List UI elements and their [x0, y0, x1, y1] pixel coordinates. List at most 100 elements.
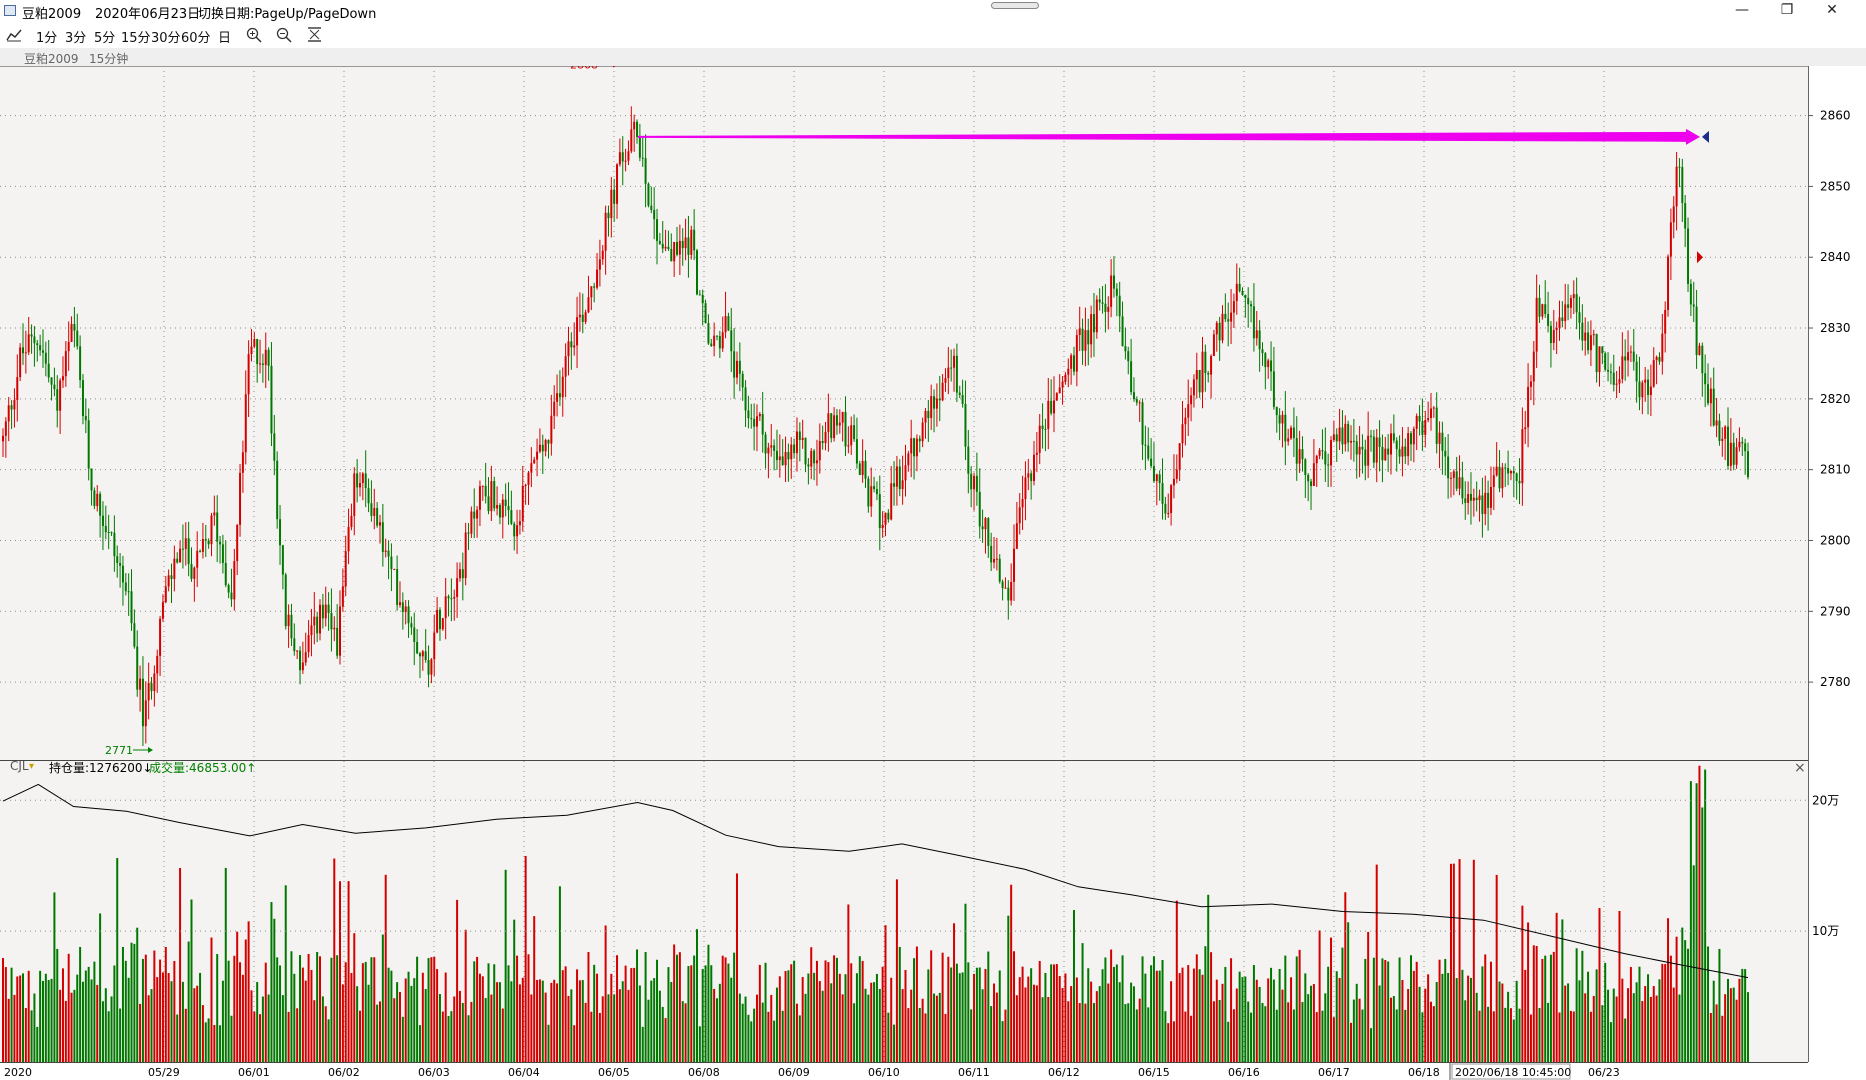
- candle: [624, 148, 627, 172]
- volume-bar: [824, 960, 827, 1062]
- candle-body: [147, 683, 150, 701]
- volume-bar: [1124, 1004, 1127, 1062]
- candle: [1515, 472, 1518, 500]
- period-30min-button[interactable]: 30分: [151, 31, 181, 46]
- candle-body: [1390, 433, 1393, 455]
- candle: [1227, 302, 1230, 347]
- candle-body: [378, 522, 381, 526]
- zoom-in-icon[interactable]: [246, 27, 262, 43]
- candle-body: [730, 330, 733, 352]
- volume-bar: [761, 1002, 764, 1062]
- period-5min-button[interactable]: 5分: [94, 31, 116, 46]
- indicator-dropdown-icon[interactable]: ▾: [29, 761, 35, 772]
- candle-body: [476, 509, 479, 519]
- candle-body: [93, 490, 96, 507]
- period-day-button[interactable]: 日: [218, 31, 232, 46]
- minimize-button[interactable]: —: [1735, 2, 1749, 18]
- period-1min-button[interactable]: 1分: [36, 31, 58, 46]
- volume-bar: [793, 960, 796, 1062]
- candle-body: [256, 339, 259, 365]
- candle: [1207, 370, 1210, 383]
- candle: [673, 241, 676, 277]
- volume-bar: [1310, 985, 1313, 1062]
- candle-body: [1464, 498, 1467, 503]
- time-tick-label: 06/04: [508, 1066, 540, 1079]
- volume-bar: [67, 953, 70, 1062]
- candle: [496, 486, 499, 516]
- volume-bar: [70, 992, 73, 1062]
- period-15min-button[interactable]: 15分: [121, 31, 151, 46]
- candle-body: [1352, 440, 1355, 442]
- candle-body: [1232, 301, 1235, 313]
- restore-button[interactable]: ❐: [1780, 2, 1794, 18]
- volume-bar: [1141, 956, 1144, 1062]
- period-3min-button[interactable]: 3分: [65, 31, 87, 46]
- candle-body: [401, 602, 404, 613]
- volume-bar: [1195, 954, 1198, 1062]
- volume-bar: [633, 967, 636, 1062]
- candle-body: [1661, 333, 1664, 362]
- candle: [1395, 437, 1398, 472]
- volume-bar: [804, 993, 807, 1062]
- volume-bar: [384, 874, 387, 1062]
- candle-body: [1135, 399, 1138, 403]
- kline-chart[interactable]: 2780279028002810282028302840285028602020…: [0, 66, 1866, 1080]
- candle-body: [764, 434, 767, 454]
- candle: [1578, 296, 1581, 340]
- volume-bar: [844, 974, 847, 1062]
- candle: [1449, 472, 1452, 498]
- candle-body: [1718, 420, 1721, 441]
- candle-body: [541, 444, 544, 452]
- candle: [7, 396, 10, 442]
- candle-body: [1498, 466, 1501, 489]
- volume-bar: [184, 1008, 187, 1062]
- volume-bar: [1244, 976, 1247, 1062]
- candle: [1007, 580, 1010, 620]
- drag-handle[interactable]: [991, 2, 1039, 9]
- candle-body: [1481, 495, 1484, 515]
- candle: [518, 509, 521, 535]
- candle: [1507, 450, 1510, 486]
- close-indicator-icon[interactable]: ×: [1794, 760, 1806, 776]
- candle-body: [1215, 322, 1218, 335]
- volume-bar: [1404, 1009, 1407, 1062]
- line-chart-icon[interactable]: [6, 28, 22, 42]
- candle: [1527, 363, 1530, 448]
- candle-body: [16, 377, 19, 401]
- candle-body: [558, 393, 561, 398]
- volume-bar: [290, 951, 293, 1062]
- volume-bar: [493, 964, 496, 1062]
- fit-icon[interactable]: [306, 26, 323, 43]
- candle-body: [1458, 477, 1461, 489]
- candle-body: [390, 556, 393, 570]
- volume-bar: [1612, 988, 1615, 1062]
- volume-bar: [404, 978, 407, 1062]
- candle: [1135, 396, 1138, 406]
- volume-bar: [1724, 994, 1727, 1062]
- candle-body: [858, 463, 861, 475]
- candle: [1090, 305, 1093, 358]
- close-button[interactable]: ✕: [1826, 2, 1838, 18]
- candle-body: [493, 481, 496, 509]
- volume-bar: [727, 963, 730, 1062]
- volume-bar: [1064, 973, 1067, 1062]
- candle-body: [778, 456, 781, 461]
- period-60min-button[interactable]: 60分: [181, 31, 211, 46]
- candle-body: [350, 515, 353, 527]
- volume-bar: [1398, 957, 1401, 1062]
- volume-bar: [50, 978, 53, 1062]
- candle: [578, 292, 581, 332]
- candle-body: [1347, 423, 1350, 443]
- candle-body: [124, 582, 127, 592]
- volume-bar: [1001, 1021, 1004, 1062]
- candle-body: [564, 356, 567, 377]
- candle: [1101, 286, 1104, 314]
- candle-body: [453, 596, 456, 599]
- volume-bar: [950, 967, 953, 1062]
- volume-bar: [1255, 979, 1258, 1062]
- candle-body: [827, 413, 830, 432]
- candle: [890, 466, 893, 521]
- candle-body: [1612, 372, 1615, 385]
- zoom-out-icon[interactable]: [276, 27, 292, 43]
- volume-bar: [1595, 969, 1598, 1062]
